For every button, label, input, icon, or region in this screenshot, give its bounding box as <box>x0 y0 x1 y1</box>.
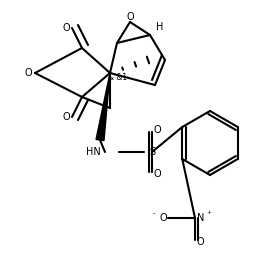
Text: & &1: & &1 <box>109 72 128 81</box>
Text: -: - <box>153 210 155 216</box>
Text: O: O <box>159 213 167 223</box>
Text: +: + <box>207 210 211 216</box>
Text: O: O <box>196 237 204 247</box>
Text: HN: HN <box>86 147 101 157</box>
Text: O: O <box>62 112 70 122</box>
Text: N: N <box>197 213 205 223</box>
Text: H: H <box>156 22 164 32</box>
Text: O: O <box>126 12 134 22</box>
Text: S: S <box>149 147 155 157</box>
Text: O: O <box>62 23 70 33</box>
Text: O: O <box>153 169 161 179</box>
Polygon shape <box>96 73 110 141</box>
Text: O: O <box>24 68 32 78</box>
Text: O: O <box>153 125 161 135</box>
